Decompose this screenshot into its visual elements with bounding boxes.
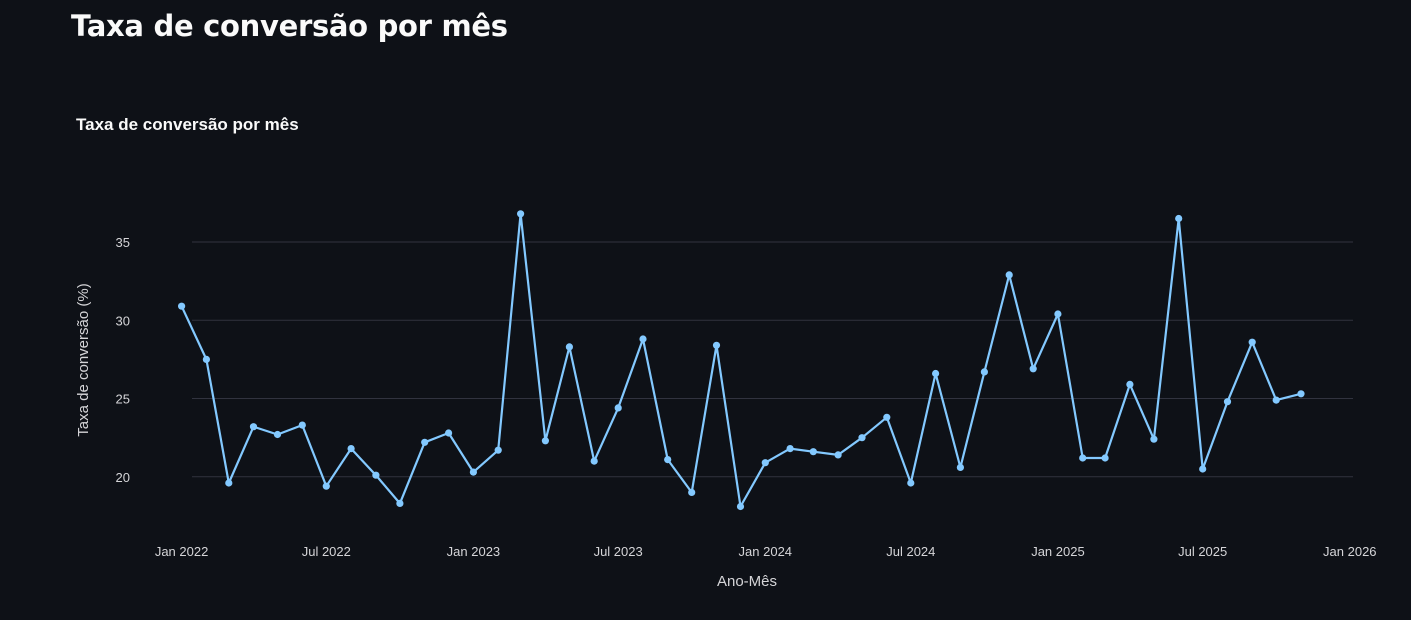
data-point[interactable] — [1223, 398, 1232, 406]
data-point[interactable] — [858, 434, 866, 442]
data-point[interactable] — [494, 446, 502, 454]
data-point[interactable] — [1150, 435, 1158, 443]
data-point[interactable] — [736, 502, 745, 511]
data-point[interactable] — [273, 430, 282, 439]
data-point[interactable] — [322, 482, 330, 490]
y-tick-label: 25 — [116, 392, 130, 407]
data-point[interactable] — [298, 421, 306, 429]
data-point[interactable] — [225, 479, 233, 487]
data-point[interactable] — [932, 369, 940, 378]
x-tick-label: Jan 2022 — [155, 544, 209, 559]
data-point[interactable] — [541, 437, 550, 445]
data-point[interactable] — [1248, 338, 1256, 346]
y-tick-label: 35 — [116, 235, 130, 250]
page-title: Taxa de conversão por mês — [71, 9, 508, 43]
x-axis-label: Ano-Mês — [717, 573, 777, 590]
data-point[interactable] — [786, 445, 794, 453]
data-point[interactable] — [761, 459, 769, 467]
data-point[interactable] — [445, 429, 453, 437]
data-point[interactable] — [883, 413, 891, 421]
data-point[interactable] — [1199, 465, 1207, 473]
data-point[interactable] — [712, 341, 721, 349]
data-point[interactable] — [396, 499, 404, 507]
data-point[interactable] — [956, 463, 965, 471]
data-point[interactable] — [1029, 365, 1037, 373]
data-point[interactable] — [1079, 454, 1087, 462]
data-point[interactable] — [347, 445, 355, 453]
data-point[interactable] — [517, 210, 525, 218]
data-point[interactable] — [178, 302, 186, 310]
data-point[interactable] — [249, 423, 258, 431]
data-point[interactable] — [809, 448, 817, 456]
y-tick-label: 30 — [116, 313, 130, 328]
data-point[interactable] — [639, 335, 647, 343]
data-point[interactable] — [1054, 310, 1062, 318]
x-tick-label: Jul 2023 — [594, 544, 643, 559]
y-gridlines — [192, 241, 1353, 478]
x-tick-label: Jan 2023 — [447, 544, 501, 559]
data-point[interactable] — [1126, 380, 1134, 388]
data-point[interactable] — [1272, 396, 1280, 404]
x-tick-label: Jul 2025 — [1178, 544, 1227, 559]
data-point[interactable] — [1101, 454, 1109, 462]
data-point[interactable] — [590, 457, 598, 465]
y-axis-ticks: 20 25 30 35 — [116, 235, 130, 485]
x-tick-label: Jan 2025 — [1031, 544, 1085, 559]
y-tick-label: 20 — [116, 470, 130, 485]
chart-title: Taxa de conversão por mês — [76, 115, 299, 134]
data-point[interactable] — [664, 456, 672, 464]
data-point[interactable] — [614, 404, 622, 412]
x-tick-label: Jul 2024 — [886, 544, 935, 559]
data-point[interactable] — [907, 479, 915, 487]
x-tick-label: Jul 2022 — [302, 544, 351, 559]
data-point[interactable] — [1297, 390, 1305, 398]
data-point[interactable] — [980, 368, 989, 376]
data-point[interactable] — [202, 355, 210, 363]
data-point[interactable] — [1005, 271, 1013, 279]
x-axis-ticks: Jan 2022 Jul 2022 Jan 2023 Jul 2023 Jan 2024… — [155, 544, 1377, 559]
y-axis-label: Taxa de conversão (%) — [75, 283, 92, 436]
series-points — [178, 210, 1305, 511]
data-point[interactable] — [688, 488, 696, 496]
series-line — [180, 212, 1303, 508]
data-point[interactable] — [469, 468, 477, 476]
data-point[interactable] — [372, 471, 380, 479]
data-point[interactable] — [1175, 214, 1183, 223]
x-tick-label: Jan 2024 — [739, 544, 793, 559]
x-tick-label: Jan 2026 — [1323, 544, 1377, 559]
data-point[interactable] — [565, 343, 574, 351]
data-point[interactable] — [421, 438, 429, 446]
data-point[interactable] — [834, 451, 842, 459]
